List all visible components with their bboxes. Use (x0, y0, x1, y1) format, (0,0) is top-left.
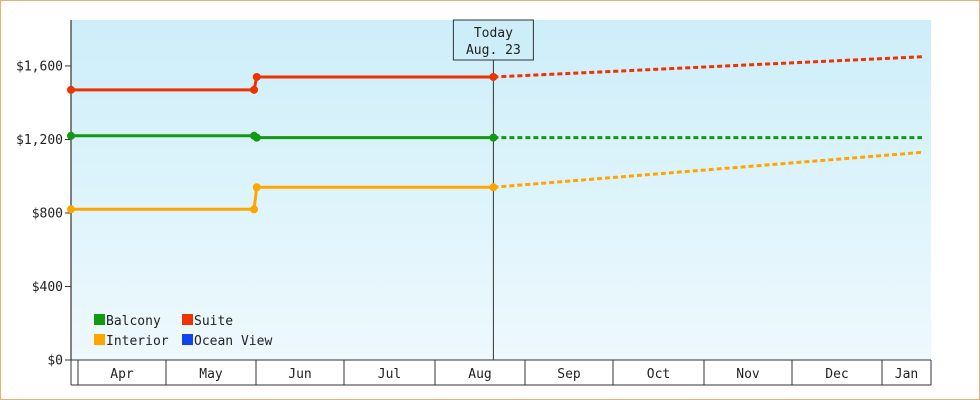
suite-point (489, 72, 498, 81)
x-tick-label: Nov (736, 367, 760, 382)
today-date: Aug. 23 (466, 43, 521, 58)
today-box (452, 19, 534, 61)
plot-background (71, 20, 931, 360)
today-label: Today (474, 26, 513, 41)
x-tick-label: Jul (378, 367, 401, 382)
legend-label-ocean-view: Ocean View (194, 334, 272, 349)
balcony-point (252, 133, 261, 142)
legend-label-suite: Suite (194, 314, 233, 329)
x-tick-label: May (199, 367, 223, 382)
y-tick-label: $1,600 (16, 59, 63, 74)
suite-point (67, 85, 75, 94)
x-tick-label: Dec (825, 367, 848, 382)
legend-swatch-balcony (94, 314, 105, 325)
x-tick-label: Jun (288, 367, 311, 382)
suite-point (252, 72, 261, 81)
interior-point (252, 183, 261, 192)
interior-point (250, 205, 259, 214)
balcony-point (67, 131, 75, 140)
x-tick-label: Oct (647, 367, 670, 382)
legend-label-interior: Interior (106, 334, 169, 349)
x-tick-label: Apr (110, 367, 134, 382)
legend-swatch-suite (182, 314, 193, 325)
legend-swatch-ocean-view (182, 334, 193, 345)
y-tick-label: $1,200 (16, 133, 63, 148)
x-tick-label: Aug (468, 367, 491, 382)
legend-label-balcony: Balcony (106, 314, 161, 329)
suite-point (250, 85, 259, 94)
balcony-point (489, 133, 498, 142)
x-tick-label: Sep (557, 367, 581, 382)
y-tick-label: $800 (32, 206, 63, 221)
suite-line (71, 75, 494, 92)
legend-swatch-interior (94, 334, 105, 345)
interior-line (71, 185, 494, 211)
x-tick-label: Jan (895, 367, 918, 382)
y-tick-label: $0 (47, 354, 63, 369)
interior-point (67, 205, 75, 214)
y-tick-label: $400 (32, 280, 63, 295)
interior-point (489, 183, 498, 192)
